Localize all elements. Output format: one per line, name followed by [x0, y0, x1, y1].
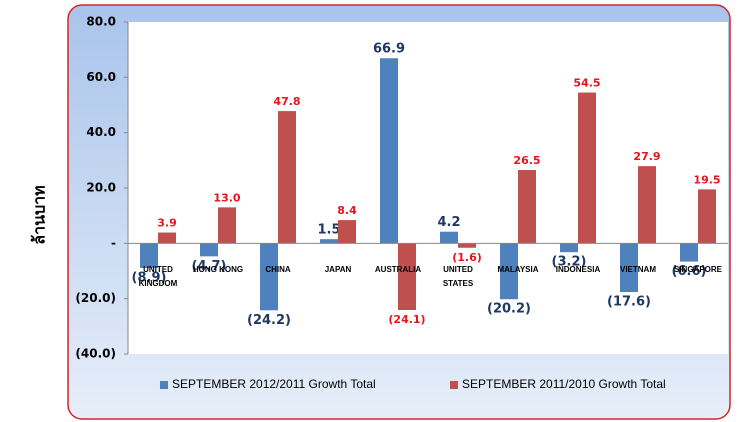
value-label: 54.5	[573, 77, 600, 90]
bar	[458, 243, 476, 248]
legend-label: SEPTEMBER 2012/2011 Growth Total	[172, 377, 376, 391]
value-label: 27.9	[633, 150, 660, 163]
bar	[560, 243, 578, 253]
value-label: (20.2)	[487, 302, 531, 317]
bar	[338, 220, 356, 244]
value-label: 66.9	[373, 42, 405, 57]
y-axis-title: ล้านบาท	[30, 185, 49, 244]
bar	[260, 243, 278, 311]
value-label: 13.0	[213, 191, 240, 204]
bar	[218, 207, 236, 244]
bar	[698, 189, 716, 244]
bar	[680, 243, 698, 262]
value-label: (24.2)	[247, 313, 291, 328]
value-label: (4.7)	[192, 259, 227, 274]
x-tick-label: UNITED STATES	[442, 265, 474, 289]
x-tick-label: SINGAPORE	[673, 265, 722, 275]
x-tick-label: AUSTRALIA	[374, 265, 422, 275]
value-label: (24.1)	[388, 313, 425, 326]
value-label: (3.2)	[552, 255, 587, 270]
bar	[638, 166, 656, 244]
bar	[518, 170, 536, 244]
y-tick-label: (20.0)	[75, 291, 116, 305]
bar	[500, 243, 518, 300]
y-tick-label: 60.0	[86, 70, 116, 84]
bar	[440, 231, 458, 244]
y-tick-label: 20.0	[86, 181, 116, 195]
value-label: (8.9)	[132, 270, 167, 285]
legend-swatch	[160, 381, 168, 389]
value-label: 4.2	[437, 215, 460, 230]
value-label: (1.6)	[452, 251, 482, 264]
bar	[140, 243, 158, 268]
value-label: 19.5	[693, 173, 720, 186]
y-tick-label: -	[111, 236, 116, 250]
value-label: 8.4	[337, 204, 357, 217]
value-label: 3.9	[157, 217, 177, 230]
x-tick-label: INDONESIA	[555, 265, 601, 275]
value-label: 1.5	[317, 223, 340, 238]
legend-label: SEPTEMBER 2011/2010 Growth Total	[462, 377, 666, 391]
legend-swatch	[450, 381, 458, 389]
bar	[158, 232, 176, 244]
x-tick-label: JAPAN	[324, 265, 352, 275]
bar	[200, 243, 218, 257]
plot-area	[128, 22, 728, 354]
value-label: 26.5	[513, 154, 540, 167]
bar	[320, 239, 338, 244]
bar	[398, 243, 416, 311]
x-tick-label: MALAYSIA	[497, 265, 539, 275]
x-tick-label: UNITED KINGDOM	[138, 265, 178, 289]
bar	[578, 92, 596, 244]
value-label: (17.6)	[607, 295, 651, 310]
bar	[380, 58, 398, 244]
bar	[278, 111, 296, 244]
value-label: 47.8	[273, 95, 300, 108]
value-label: (6.6)	[672, 264, 707, 279]
x-tick-label: HONG KONG	[192, 265, 244, 275]
x-tick-label: VIETNAM	[620, 265, 656, 275]
y-tick-label: (40.0)	[75, 347, 116, 361]
x-tick-label: CHINA	[265, 265, 291, 275]
bar	[620, 243, 638, 293]
y-tick-label: 80.0	[86, 15, 116, 29]
y-tick-label: 40.0	[86, 125, 116, 139]
